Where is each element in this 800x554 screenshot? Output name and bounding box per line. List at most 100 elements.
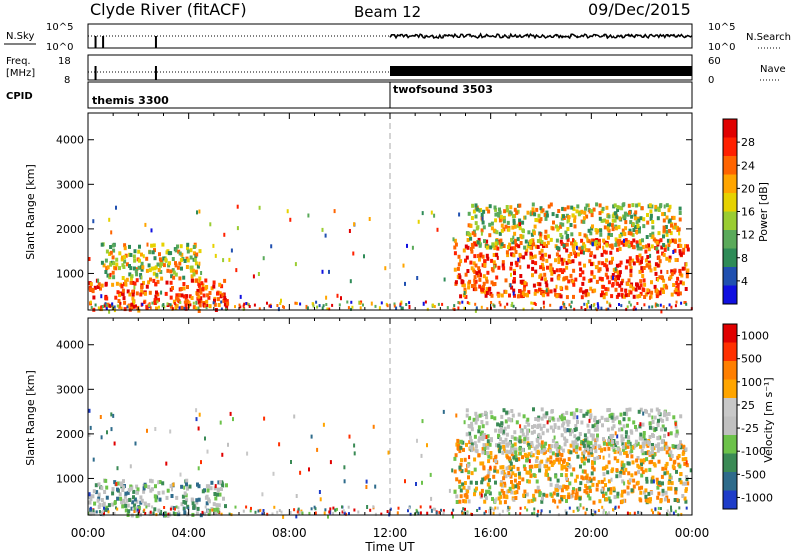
- range-cell: [208, 304, 211, 308]
- range-cell: [564, 509, 567, 513]
- range-cell: [602, 437, 605, 442]
- range-cell: [543, 290, 547, 295]
- range-cell: [157, 268, 161, 272]
- range-cell: [582, 219, 586, 224]
- range-cell: [493, 205, 497, 210]
- range-cell: [198, 209, 201, 214]
- range-cell: [685, 270, 689, 275]
- range-cell: [596, 302, 599, 306]
- range-cell: [630, 449, 634, 453]
- range-cell: [587, 239, 591, 244]
- range-cell: [494, 459, 498, 463]
- range-cell: [432, 507, 435, 511]
- range-cell: [620, 427, 624, 432]
- range-cell: [482, 225, 486, 230]
- range-cell: [368, 217, 371, 221]
- range-cell: [678, 238, 682, 243]
- range-cell: [135, 291, 139, 296]
- range-cell: [429, 505, 432, 509]
- range-cell: [615, 294, 619, 299]
- range-cell: [551, 451, 555, 456]
- range-cell: [579, 464, 582, 469]
- range-cell: [637, 218, 641, 223]
- range-cell: [527, 230, 531, 235]
- range-cell: [582, 276, 586, 281]
- range-cell: [155, 290, 158, 295]
- range-cell: [583, 302, 586, 306]
- range-cell: [681, 451, 685, 456]
- range-cell: [451, 468, 454, 473]
- range-cell: [572, 487, 575, 492]
- range-cell: [565, 499, 568, 503]
- range-cell: [502, 408, 506, 413]
- range-cell: [518, 226, 522, 231]
- range-cell: [529, 212, 533, 217]
- range-cell: [341, 505, 343, 509]
- range-cell: [343, 465, 346, 470]
- range-cell: [123, 300, 127, 305]
- range-cell: [464, 244, 468, 249]
- range-cell: [195, 498, 199, 503]
- range-cell: [565, 410, 569, 415]
- range-cell: [665, 285, 669, 290]
- range-cell: [667, 486, 671, 491]
- range-cell: [563, 464, 567, 469]
- range-cell: [610, 415, 614, 420]
- range-cell: [103, 304, 106, 308]
- range-cell: [430, 508, 433, 513]
- range-cell: [346, 300, 349, 304]
- range-cell: [150, 243, 154, 248]
- range-cell: [395, 306, 398, 310]
- range-cell: [91, 287, 95, 292]
- range-cell: [588, 489, 592, 493]
- range-cell: [639, 291, 643, 296]
- range-cell: [495, 497, 498, 502]
- range-cell: [172, 270, 176, 275]
- range-cell: [180, 305, 184, 310]
- range-cell: [528, 459, 531, 464]
- range-cell: [358, 300, 361, 305]
- range-cell: [180, 502, 184, 507]
- range-cell: [481, 263, 485, 268]
- range-cell: [467, 485, 471, 490]
- range-cell: [530, 451, 533, 455]
- range-cell: [679, 414, 683, 419]
- range-cell: [179, 244, 183, 249]
- range-cell: [492, 511, 495, 515]
- range-cell: [559, 233, 563, 237]
- range-cell: [380, 512, 383, 516]
- range-cell: [629, 266, 633, 271]
- range-cell: [184, 500, 188, 505]
- range-cell: [132, 489, 136, 494]
- range-cell: [598, 244, 601, 249]
- range-cell: [639, 407, 643, 412]
- range-cell: [640, 485, 644, 490]
- range-cell: [512, 253, 516, 258]
- range-cell: [615, 415, 619, 420]
- range-cell: [139, 495, 143, 500]
- range-cell: [647, 441, 651, 446]
- range-cell: [477, 453, 481, 458]
- range-cell: [574, 427, 578, 432]
- range-cell: [100, 283, 104, 288]
- range-cell: [486, 451, 489, 456]
- range-cell: [543, 277, 547, 282]
- range-cell: [153, 256, 157, 261]
- range-cell: [106, 430, 108, 435]
- range-cell: [571, 259, 575, 264]
- range-cell: [112, 261, 116, 266]
- range-cell: [665, 445, 669, 450]
- range-cell: [197, 282, 201, 287]
- range-cell: [559, 285, 563, 290]
- range-cell: [619, 451, 622, 456]
- range-cell: [562, 276, 566, 281]
- range-cell: [616, 494, 620, 499]
- range-cell: [516, 237, 520, 242]
- range-cell: [197, 466, 200, 471]
- range-cell: [457, 262, 461, 267]
- range-cell: [621, 489, 624, 494]
- range-cell: [638, 229, 641, 234]
- range-cell: [543, 305, 545, 309]
- range-cell: [550, 444, 554, 449]
- range-cell: [210, 480, 214, 485]
